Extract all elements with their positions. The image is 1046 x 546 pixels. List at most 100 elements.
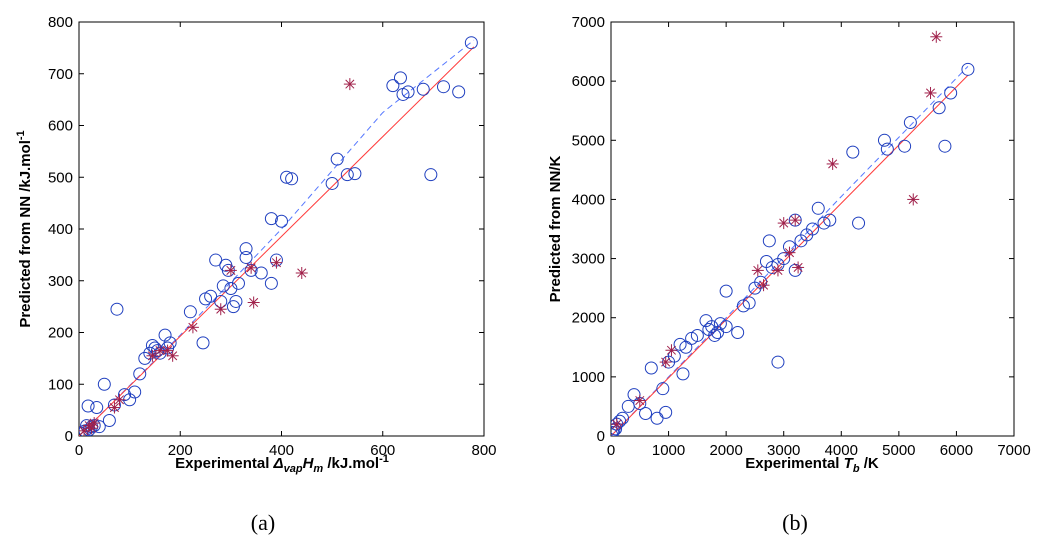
star-point xyxy=(295,266,308,279)
circle-point xyxy=(138,351,152,365)
x-tick-label: 7000 xyxy=(997,442,1030,459)
circle-point xyxy=(932,101,946,115)
circle-point xyxy=(90,401,104,415)
circle-point xyxy=(877,133,891,147)
circle-point xyxy=(719,320,733,334)
y-tick-label: 0 xyxy=(597,428,605,445)
star-point xyxy=(665,344,678,357)
y-tick-label: 1000 xyxy=(572,369,605,386)
circle-point xyxy=(961,62,975,76)
x-tick-label: 800 xyxy=(471,442,496,459)
circle-point xyxy=(280,170,294,184)
circle-point xyxy=(148,341,162,355)
circle-point xyxy=(264,276,278,290)
circle-point xyxy=(340,168,354,182)
circle-point xyxy=(216,279,230,293)
y-tick-label: 100 xyxy=(48,376,73,393)
circle-point xyxy=(330,152,344,166)
circle-point xyxy=(938,139,952,153)
circle-point xyxy=(424,168,438,182)
circle-point xyxy=(713,317,727,331)
star-point xyxy=(270,256,283,269)
circle-point xyxy=(806,222,819,236)
circle-point xyxy=(659,405,673,419)
star-point xyxy=(88,417,101,430)
star-point xyxy=(924,86,937,99)
star-point xyxy=(751,264,764,277)
star-point xyxy=(79,424,91,436)
circle-point xyxy=(110,302,124,316)
circle-point xyxy=(823,213,837,227)
star-point xyxy=(611,418,623,431)
circle-point xyxy=(325,176,339,190)
y-tick-label: 5000 xyxy=(572,132,605,149)
panel-b: 0 1000 2000 3000 4000 5000 6000 7000 0 1000 2000 30… xyxy=(547,14,1031,535)
circle-point xyxy=(285,172,299,186)
circle-point xyxy=(685,331,699,345)
star-point xyxy=(214,303,227,316)
x-axis-label: Experimental Tb /K xyxy=(745,455,879,475)
star-point xyxy=(826,157,839,170)
x-tick-label: 400 xyxy=(269,442,294,459)
y-axis-label: Predicted from NN /kJ.mol-1 xyxy=(15,130,34,327)
circle-point xyxy=(676,367,690,381)
circle-point xyxy=(644,361,658,375)
circle-point xyxy=(196,336,210,350)
x-axis-label: Experimental ΔvapHm /kJ.mol-1 xyxy=(175,453,389,475)
circle-point xyxy=(264,212,278,226)
circle-point xyxy=(393,71,407,85)
circle-point xyxy=(133,367,147,381)
y-tick-label: 400 xyxy=(48,221,73,238)
star-point xyxy=(113,393,126,406)
circle-point xyxy=(229,294,243,308)
circle-point xyxy=(742,296,756,310)
circle-point xyxy=(401,85,415,99)
circle-point xyxy=(224,282,238,296)
y-tick-label: 200 xyxy=(48,325,73,342)
circle-point xyxy=(731,326,745,339)
plot-area xyxy=(78,21,485,437)
x-tick-label: 200 xyxy=(168,442,193,459)
circle-point xyxy=(852,216,866,230)
plot-area xyxy=(610,21,1015,437)
star-point xyxy=(343,78,356,91)
star-point xyxy=(771,264,784,277)
y-tick-label: 800 xyxy=(48,14,73,31)
circle-point xyxy=(903,116,917,130)
circle-point xyxy=(817,216,831,230)
y-tick-label: 700 xyxy=(48,66,73,83)
circle-point xyxy=(254,266,268,280)
y-tick-label: 500 xyxy=(48,169,73,186)
y-tick-label: 0 xyxy=(65,428,73,445)
y-tick-label: 600 xyxy=(48,118,73,135)
x-tick-label: 4000 xyxy=(825,442,858,459)
circle-point xyxy=(163,336,177,350)
circle-point xyxy=(673,337,687,351)
x-tick-label: 0 xyxy=(607,442,615,459)
panel-a: 0 200 400 600 800 0 100 200 300 400 500 600 700 800 Ex… xyxy=(15,14,497,535)
x-tick-label: 600 xyxy=(370,442,395,459)
y-tick-label: 300 xyxy=(48,273,73,290)
panel-label: (a) xyxy=(251,510,275,535)
circle-point xyxy=(275,214,288,228)
y-tick-label: 7000 xyxy=(572,14,605,31)
dashed-fit-line xyxy=(611,66,969,436)
circle-point xyxy=(97,377,111,391)
star-point xyxy=(108,401,121,414)
star-point xyxy=(777,217,790,230)
circle-point xyxy=(690,328,704,342)
circle-point xyxy=(386,79,400,93)
star-point xyxy=(659,356,672,369)
circle-point xyxy=(348,167,362,181)
star-point xyxy=(789,214,802,227)
x-tick-label: 6000 xyxy=(940,442,973,459)
x-tick-label: 2000 xyxy=(709,442,742,459)
circle-point xyxy=(231,276,245,290)
circle-point xyxy=(762,234,776,248)
star-point xyxy=(186,321,199,334)
circle-point xyxy=(79,426,89,436)
circle-point xyxy=(736,299,750,313)
circle-point xyxy=(944,86,958,100)
plot-marks xyxy=(611,30,975,436)
